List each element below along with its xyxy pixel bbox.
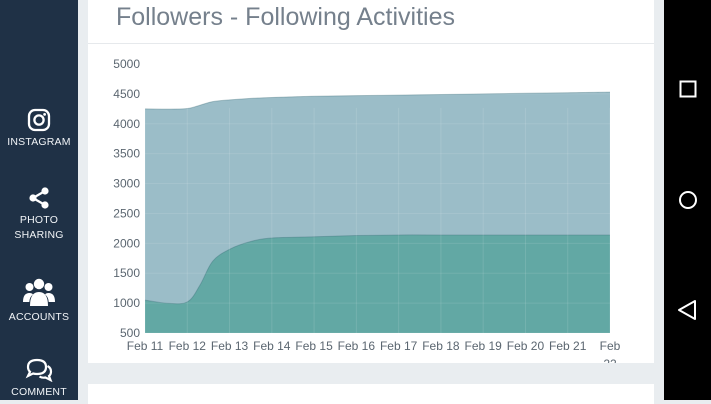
y-tick-label: 4500 xyxy=(113,87,140,101)
y-tick-label: 1000 xyxy=(113,296,140,310)
x-tick-label: Feb 15 xyxy=(295,339,333,353)
sidebar: INSTAGRAM PHOTO SHARING ACCOUNTS COMMENT xyxy=(0,0,78,400)
sidebar-item-label: PHOTO SHARING xyxy=(14,214,64,241)
back-icon[interactable] xyxy=(664,297,711,323)
sidebar-item-photo-sharing[interactable]: PHOTO SHARING xyxy=(0,186,78,243)
series-area-1 xyxy=(145,234,610,333)
x-tick-label: Feb xyxy=(600,339,621,353)
y-tick-label: 1500 xyxy=(113,266,140,280)
sidebar-item-label: ACCOUNTS xyxy=(8,311,70,323)
series-line-1 xyxy=(144,234,610,305)
recent-apps-icon[interactable] xyxy=(664,76,711,102)
x-tick-label: Feb 16 xyxy=(338,339,376,353)
share-icon xyxy=(29,187,49,209)
x-tick-label: Feb 17 xyxy=(380,339,418,353)
sidebar-item-instagram[interactable]: INSTAGRAM xyxy=(0,108,78,150)
area-chart: 500 1000 1500 2000 2500 3000 3500 4000 4500 5000 F… xyxy=(113,57,621,363)
x-tick-label: Feb 12 xyxy=(169,339,207,353)
x-tick-label: Feb 21 xyxy=(549,339,587,353)
android-navigation-bar xyxy=(664,0,711,400)
y-tick-label: 3500 xyxy=(113,147,140,161)
comment-icon xyxy=(25,358,53,382)
y-tick-label: 2500 xyxy=(113,206,140,220)
x-tick-label: Feb 20 xyxy=(507,339,545,353)
sidebar-item-label: COMMENT xyxy=(11,386,67,398)
sidebar-item-accounts[interactable]: ACCOUNTS xyxy=(0,277,78,325)
main-content: Followers - Following Activities 500 1000… xyxy=(78,0,664,404)
x-tick-label: 22 xyxy=(603,357,617,363)
home-icon[interactable] xyxy=(664,187,711,213)
y-tick-label: 500 xyxy=(120,326,140,340)
x-tick-label: Feb 18 xyxy=(422,339,460,353)
title-divider xyxy=(88,43,654,44)
series-line-0 xyxy=(144,91,611,110)
sidebar-item-label: INSTAGRAM xyxy=(7,136,71,148)
y-tick-label: 5000 xyxy=(113,57,140,71)
y-tick-label: 3000 xyxy=(113,177,140,191)
instagram-icon xyxy=(27,108,51,132)
page-title: Followers - Following Activities xyxy=(116,3,455,31)
x-tick-label: Feb 19 xyxy=(465,339,503,353)
x-tick-label: Feb 11 xyxy=(127,339,164,353)
followers-following-card: Followers - Following Activities 500 1000… xyxy=(88,0,654,363)
sidebar-item-comment[interactable]: COMMENT xyxy=(0,358,78,400)
y-tick-label: 2000 xyxy=(113,236,140,250)
users-icon xyxy=(23,278,55,306)
next-card xyxy=(88,384,654,404)
y-tick-label: 4000 xyxy=(113,117,140,131)
x-tick-label: Feb 14 xyxy=(253,339,291,353)
x-tick-label: Feb 13 xyxy=(211,339,249,353)
